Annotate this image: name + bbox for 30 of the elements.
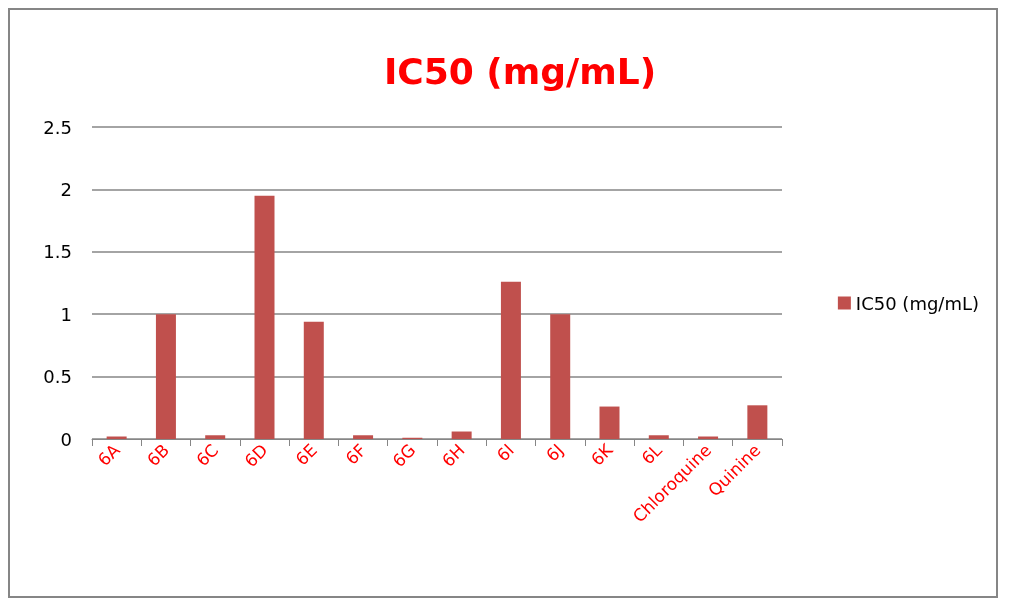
x-tick-label: 6E [291, 439, 321, 470]
x-tick-label: 6D [240, 439, 272, 471]
y-tick-label: 0.5 [43, 366, 72, 388]
y-tick-label: 0 [60, 428, 72, 450]
chart-title: IC50 (mg/mL) [383, 50, 657, 92]
bar [353, 435, 374, 439]
y-tick-label: 1.5 [43, 241, 72, 263]
bar [550, 314, 571, 439]
bar [254, 195, 275, 439]
y-tick-label: 2 [60, 178, 72, 200]
y-tick-label: 1 [60, 303, 72, 325]
bar [648, 435, 669, 439]
x-tick-label: 6J [541, 439, 568, 466]
bar [747, 405, 768, 439]
x-tick-label: 6F [341, 439, 371, 469]
x-tick-label: 6G [388, 439, 420, 472]
bar [500, 281, 521, 439]
bar [599, 406, 620, 439]
x-tick-label: 6B [142, 439, 173, 470]
bar [205, 435, 226, 439]
x-tick-label: 6H [437, 439, 469, 471]
y-tick-label: 2.5 [43, 116, 72, 138]
legend-label: IC50 (mg/mL) [855, 292, 980, 314]
x-tick-label: 6C [192, 439, 223, 471]
bar [155, 314, 176, 439]
x-tick-label: 6A [93, 439, 124, 470]
x-tick-label: 6K [586, 439, 618, 470]
bar [303, 321, 324, 439]
bar [451, 431, 472, 439]
x-tick-label: 6I [492, 439, 518, 466]
